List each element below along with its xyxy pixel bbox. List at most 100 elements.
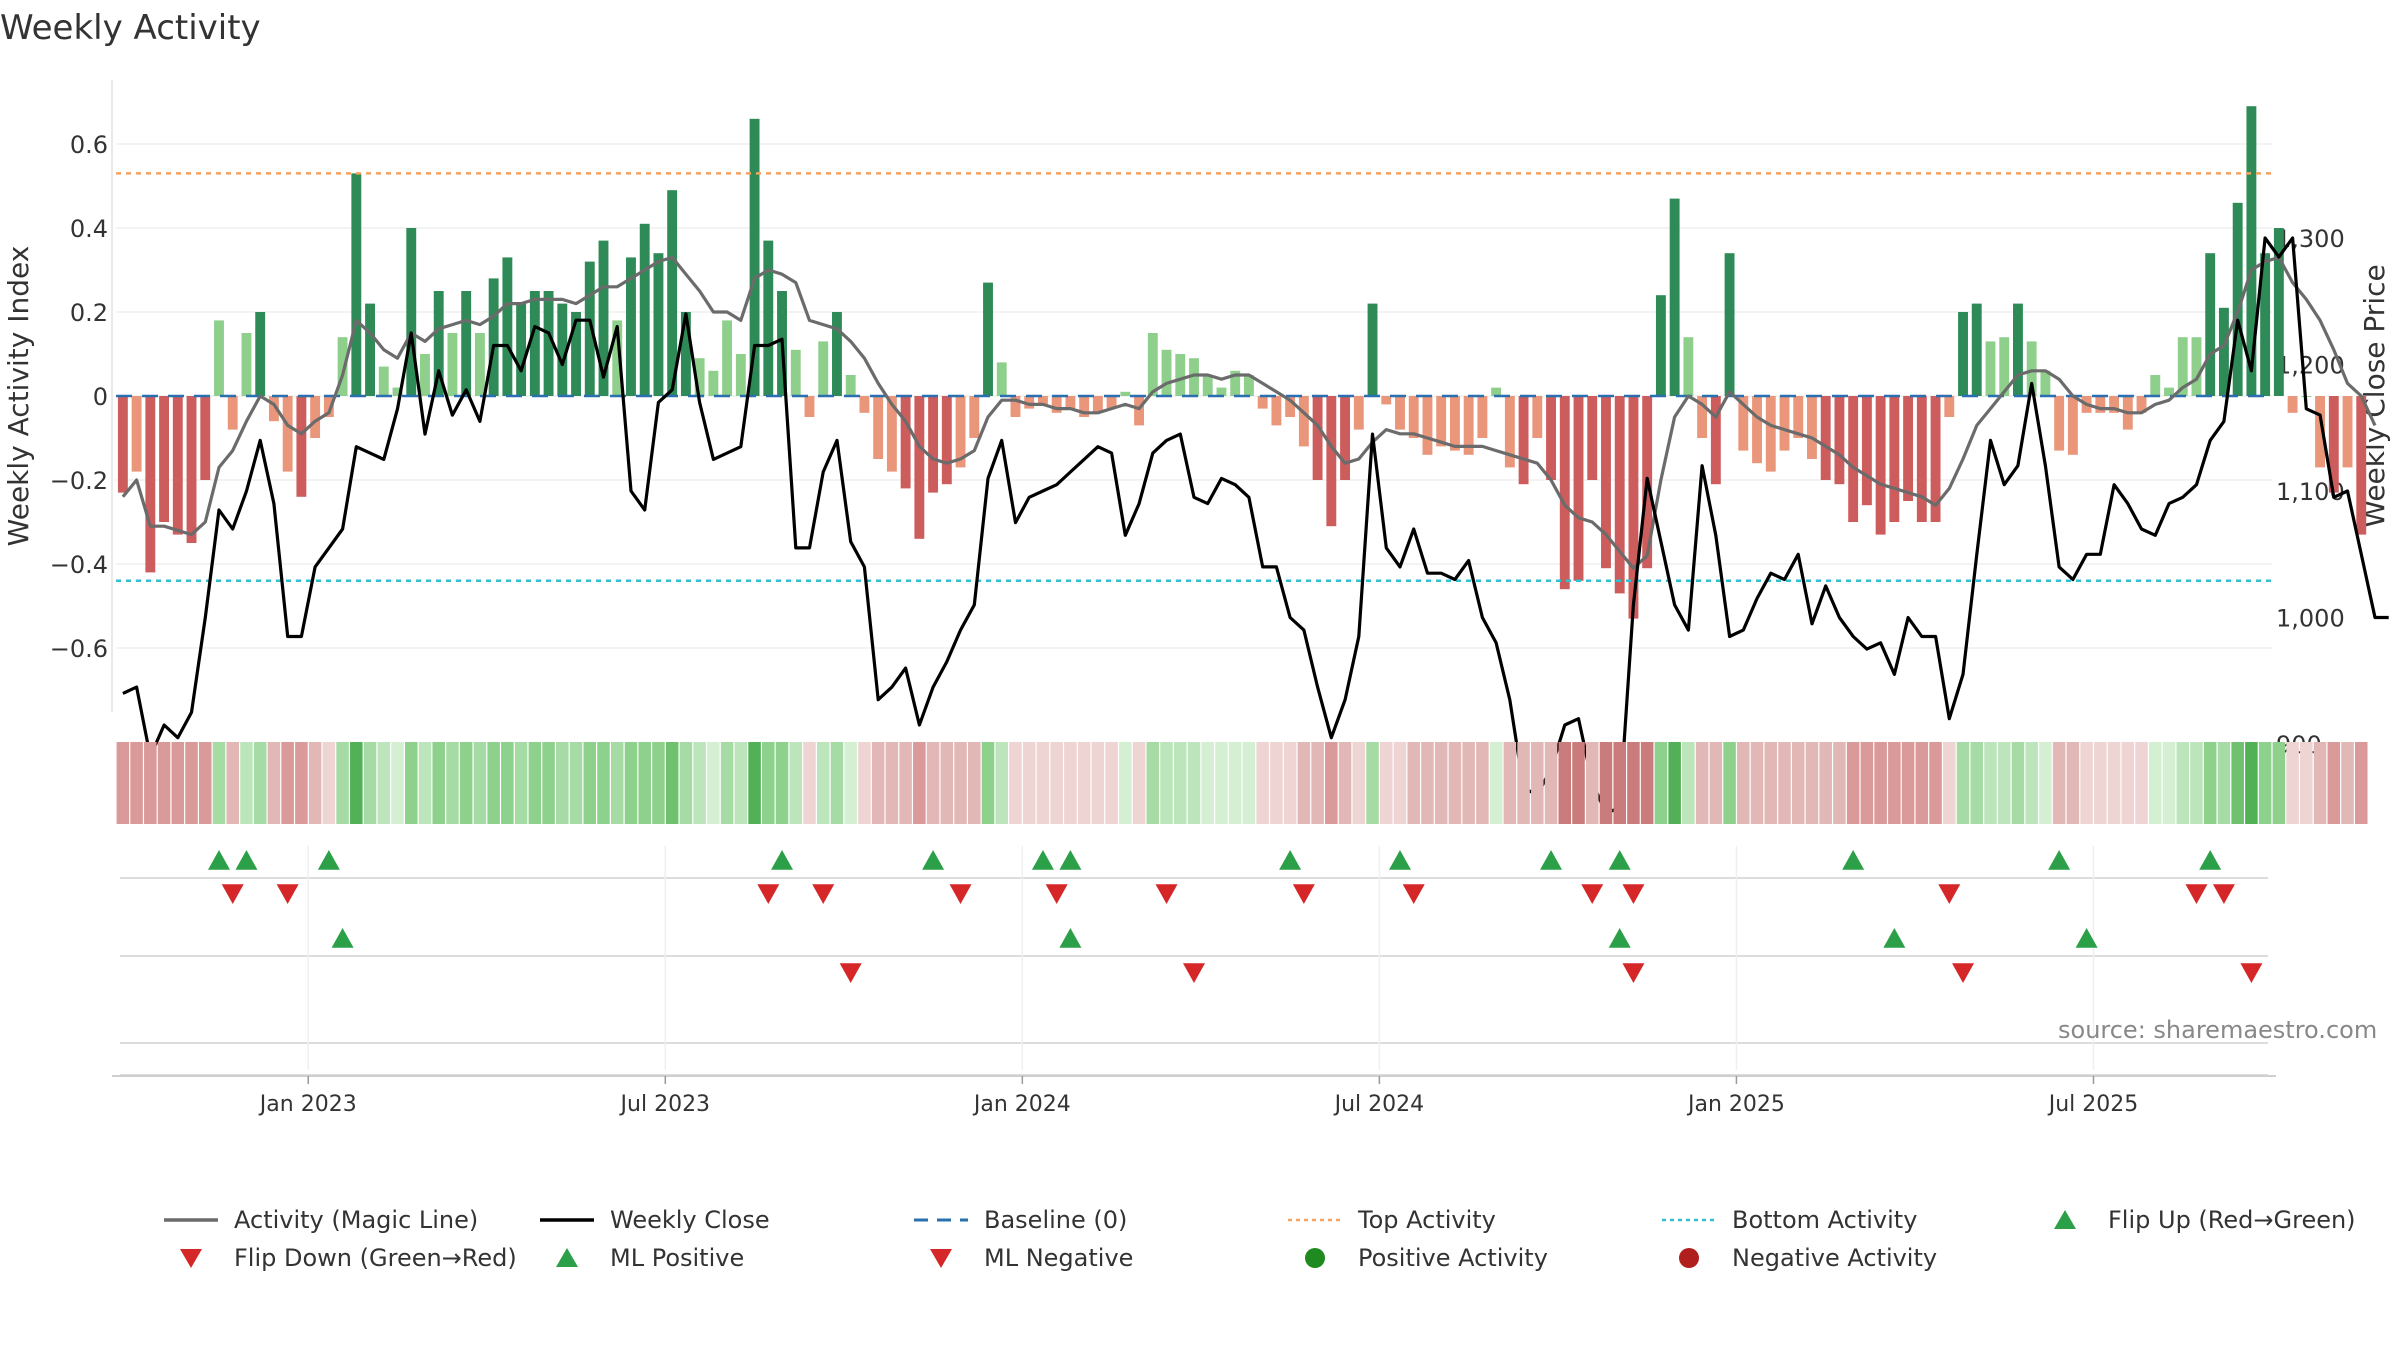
- activity-bar: [1298, 396, 1309, 447]
- activity-bar: [1793, 396, 1804, 438]
- activity-bar: [1655, 295, 1666, 396]
- strip-cell: [2245, 742, 2258, 824]
- activity-bar: [2232, 202, 2243, 396]
- activity-bar: [1518, 396, 1529, 485]
- strip-cell: [1311, 742, 1324, 824]
- activity-bar: [612, 320, 623, 396]
- strip-cell: [734, 742, 748, 824]
- activity-bar: [914, 396, 925, 539]
- strip-cell: [1256, 742, 1269, 824]
- activity-bar: [2218, 307, 2229, 396]
- circle-red-icon: [1658, 1243, 1720, 1273]
- strip-cell: [2203, 742, 2217, 824]
- legend-item: ML Positive: [536, 1243, 744, 1273]
- strip-cell: [1517, 742, 1530, 824]
- activity-bar: [1037, 396, 1048, 405]
- activity-bar: [365, 303, 375, 396]
- activity-bar: [2315, 396, 2326, 468]
- strip-cell: [1132, 742, 1146, 824]
- strip-cell: [1682, 742, 1695, 824]
- y-tick-label: 0.4: [70, 215, 108, 243]
- flip-up-marker: [922, 850, 945, 870]
- strip-cell: [253, 742, 267, 824]
- strip-cell: [322, 742, 336, 824]
- activity-bar: [1546, 396, 1556, 480]
- activity-bar: [1573, 396, 1584, 581]
- strip-cell: [1119, 742, 1132, 824]
- strip-cell: [720, 742, 734, 824]
- strip-cell: [501, 742, 514, 824]
- legend-label: ML Negative: [984, 1244, 1134, 1272]
- activity-bar: [186, 396, 197, 543]
- activity-bar: [392, 387, 403, 396]
- activity-bar: [1985, 341, 1996, 396]
- legend-label: Positive Activity: [1358, 1244, 1548, 1272]
- legend-item: Negative Activity: [1658, 1243, 1937, 1273]
- legend-item: Weekly Close: [536, 1205, 770, 1235]
- strip-cell: [1297, 742, 1311, 824]
- strip-cell: [844, 742, 857, 824]
- strip-cell: [1970, 742, 1984, 824]
- activity-bar: [694, 358, 705, 396]
- activity-bar: [1326, 396, 1337, 527]
- baseline-dash-icon: [910, 1205, 972, 1235]
- activity-bar: [598, 240, 609, 396]
- activity-bar: [1079, 396, 1090, 417]
- activity-bar: [1807, 396, 1817, 459]
- strip-cell: [1105, 742, 1118, 824]
- legend-item: Bottom Activity: [1658, 1205, 1917, 1235]
- strip-cell: [226, 742, 239, 824]
- strip-cell: [2011, 742, 2025, 824]
- activity-bar: [1312, 396, 1323, 480]
- strip-cell: [665, 742, 679, 824]
- activity-bar: [1848, 396, 1859, 522]
- strip-cell: [652, 742, 665, 824]
- activity-bar: [282, 396, 293, 472]
- activity-bar: [2109, 396, 2120, 413]
- strip-cell: [418, 742, 432, 824]
- legend-label: Flip Down (Green→Red): [234, 1244, 517, 1272]
- strip-cell: [157, 742, 171, 824]
- activity-bar: [241, 333, 252, 396]
- flip-up-marker: [1279, 850, 1302, 870]
- strip-cell: [1174, 742, 1187, 824]
- legend-label: Bottom Activity: [1732, 1206, 1918, 1234]
- strip-cell: [610, 742, 624, 824]
- activity-bar: [1752, 396, 1762, 464]
- strip-cell: [171, 742, 185, 824]
- activity-bar: [996, 362, 1007, 396]
- strip-cell: [858, 742, 871, 824]
- activity-bar: [2342, 396, 2353, 468]
- activity-bar: [1669, 198, 1680, 396]
- strip-cell: [2217, 742, 2231, 824]
- top-dot-icon: [1284, 1205, 1346, 1235]
- strip-cell: [1009, 742, 1022, 824]
- activity-bar: [1065, 396, 1076, 409]
- legend-label: Top Activity: [1358, 1206, 1496, 1234]
- activity-bar: [1504, 396, 1515, 468]
- activity-bars: [117, 106, 2367, 619]
- strip-cell: [1709, 742, 1723, 824]
- strip-cell: [459, 742, 473, 824]
- activity-bar: [859, 396, 870, 413]
- strip-cell: [1888, 742, 1901, 824]
- flip-up-marker: [2048, 850, 2071, 870]
- flip-down-marker: [757, 884, 780, 904]
- strip-cell: [748, 742, 761, 824]
- flip-up-marker: [1608, 850, 1631, 870]
- strip-cell: [871, 742, 885, 824]
- activity-bar: [2177, 337, 2188, 396]
- activity-bar: [2026, 341, 2037, 396]
- strip-cell: [885, 742, 899, 824]
- activity-bar: [2054, 396, 2065, 451]
- activity-bar: [873, 396, 884, 459]
- strip-cell: [2231, 742, 2244, 824]
- strip-cell: [1833, 742, 1846, 824]
- activity-bar: [1134, 396, 1145, 426]
- strip-cell: [2272, 742, 2286, 824]
- x-tick-label: Jan 2024: [972, 1092, 1071, 1117]
- strip-cell: [2080, 742, 2093, 824]
- strip-cell: [1434, 742, 1448, 824]
- legend-label: Negative Activity: [1732, 1244, 1938, 1272]
- y2-tick-label: 1,000: [2276, 605, 2345, 633]
